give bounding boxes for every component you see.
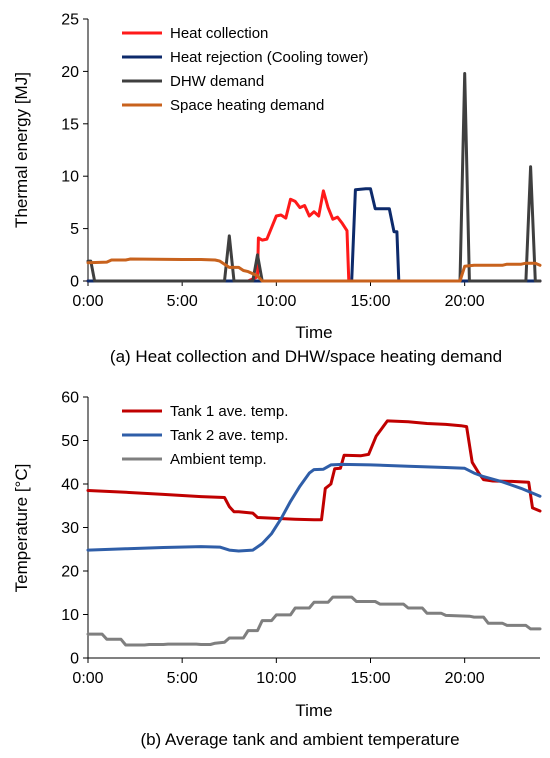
chart-b-legend-label: Ambient temp.: [170, 451, 267, 468]
chart-a-legend-label: Heat rejection (Cooling tower): [170, 49, 368, 66]
chart-a-y-tick-label: 10: [61, 169, 79, 186]
chart-b-series-line-2: [86, 462, 542, 553]
chart-b-y-tick-label: 60: [61, 390, 79, 407]
chart-b-legend-label: Tank 1 ave. temp.: [170, 403, 288, 420]
chart-b: 0 10 20 30 40 50 60 0:00 5:00 10:00 15:00 20:00 Ta…: [12, 390, 542, 749]
chart-a-y-tick-label: 15: [61, 116, 79, 133]
chart-b-series-line-3: [86, 595, 542, 647]
chart-a-series-line-2: [86, 187, 542, 283]
chart-b-y-tick-label: 50: [61, 433, 79, 450]
chart-a-caption: (a) Heat collection and DHW/space heatin…: [110, 347, 502, 366]
chart-a-x-tick-label: 20:00: [445, 293, 485, 310]
chart-a-x-tick-label: 0:00: [72, 293, 103, 310]
chart-b-y-tick-label: 10: [61, 607, 79, 624]
chart-b-x-tick-label: 20:00: [445, 670, 485, 687]
chart-a-x-tick-label: 10:00: [256, 293, 296, 310]
chart-b-y-axis-title: Temperature [°C]: [12, 464, 31, 593]
chart-a-x-tick-label: 5:00: [167, 293, 198, 310]
chart-b-y-tick-label: 20: [61, 564, 79, 581]
chart-a-x-axis-title: Time: [295, 323, 332, 342]
chart-a-x-tick-label: 15:00: [350, 293, 390, 310]
chart-b-x-tick-label: 10:00: [256, 670, 296, 687]
chart-a-legend-label: Space heating demand: [170, 97, 324, 114]
chart-a-legend-label: DHW demand: [170, 73, 264, 90]
chart-a-y-axis-title: Thermal energy [MJ]: [12, 72, 31, 228]
chart-b-y-tick-label: 30: [61, 520, 79, 537]
chart-b-x-axis-title: Time: [295, 701, 332, 720]
chart-b-caption: (b) Average tank and ambient temperature: [140, 730, 459, 749]
chart-a-series-line-4: [86, 257, 542, 283]
chart-b-x-tick-label: 0:00: [72, 670, 103, 687]
chart-a-series-line-1: [86, 189, 542, 283]
chart-a-y-tick-label: 0: [70, 274, 79, 291]
chart-b-y-tick-label: 0: [70, 651, 79, 668]
chart-b-x-tick-label: 5:00: [167, 670, 198, 687]
chart-a: 0 5 10 15 20 25 0:00 5:00 10:00 15:00 20:00 Heat …: [12, 12, 542, 366]
chart-a-legend-label: Heat collection: [170, 25, 268, 42]
chart-a-y-tick-label: 5: [70, 221, 79, 238]
chart-b-y-tick-label: 40: [61, 477, 79, 494]
chart-b-legend-label: Tank 2 ave. temp.: [170, 427, 288, 444]
chart-b-x-tick-label: 15:00: [350, 670, 390, 687]
chart-a-y-tick-label: 25: [61, 12, 79, 29]
chart-a-series-line-3: [86, 72, 542, 283]
chart-a-y-tick-label: 20: [61, 64, 79, 81]
